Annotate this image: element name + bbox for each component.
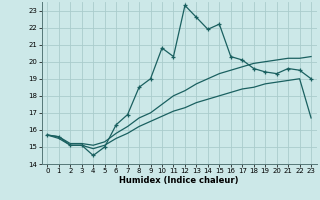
X-axis label: Humidex (Indice chaleur): Humidex (Indice chaleur) — [119, 176, 239, 185]
